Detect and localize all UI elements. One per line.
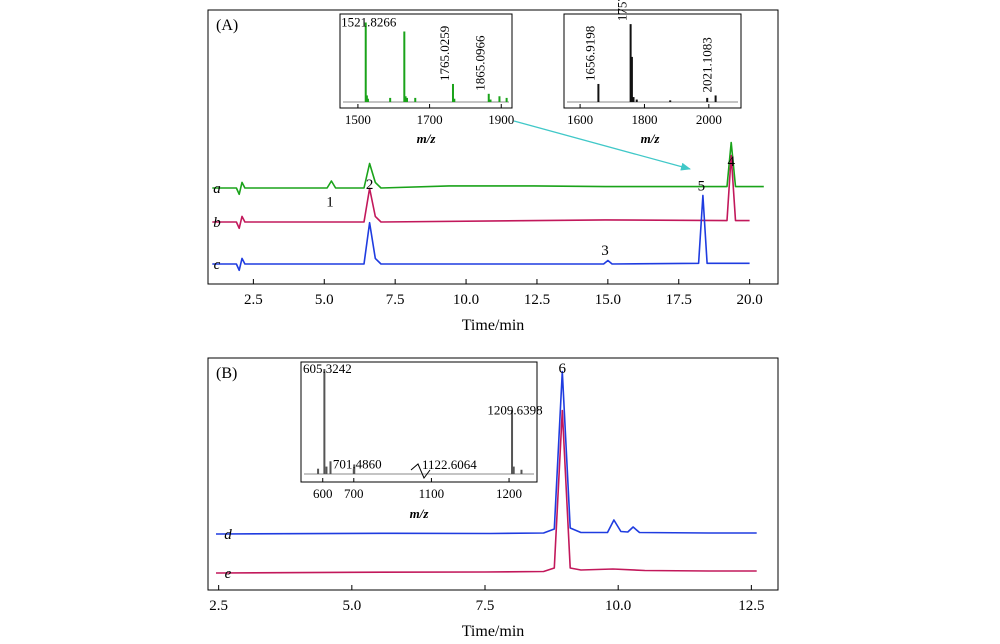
inset-2-x-tick-label: 2000 xyxy=(696,112,722,127)
inset-3-x-tick-label: 600 xyxy=(313,486,333,501)
panel-a-peak-label-4: 4 xyxy=(727,154,735,170)
inset-3-x-axis-title: m/z xyxy=(410,506,430,521)
panel-b-frame xyxy=(207,357,779,591)
inset-3-peak-labels: 605.3242 701.4860 1122.6064 1209.6398 xyxy=(303,361,543,472)
inset-1-peak-labels: 1521.8266 1765.0259 1865.0966 xyxy=(341,14,488,90)
panel-a-peak-label-5: 5 xyxy=(698,179,706,195)
panel-b-x-tick-label: 10.0 xyxy=(605,598,631,614)
inset-1-x-tick-label: 1900 xyxy=(488,112,514,127)
inset-1-peak-label: 1865.0966 xyxy=(473,35,488,91)
inset-3-x-tick-label: 1200 xyxy=(496,486,522,501)
inset-spectrum-2: 1656.9198 1757.0054 2021.1083 1600 1800 2000… xyxy=(563,0,742,146)
panel-a-x-tick-label: 2.5 xyxy=(244,292,263,308)
panel-a-x-tick-label: 7.5 xyxy=(386,292,405,308)
inset-2-peak-label: 2021.1083 xyxy=(700,37,715,92)
inset-1-bars xyxy=(343,22,509,103)
inset-1-x-tick-label: 1700 xyxy=(417,112,443,127)
inset-1-frame xyxy=(339,13,513,109)
inset-2-frame xyxy=(563,13,742,109)
panel-a-x-tick-label: 15.0 xyxy=(595,292,621,308)
panel-a-peak-label-3: 3 xyxy=(601,243,609,259)
panel-a-x-tick-label: 12.5 xyxy=(524,292,550,308)
panel-b-trace-e xyxy=(216,409,757,574)
panel-a-x-axis-title: Time/min xyxy=(462,317,525,334)
panel-a-x-tick-label: 20.0 xyxy=(737,292,763,308)
panel-a-trace-a xyxy=(212,141,764,196)
panel-b-trace-label-e: e xyxy=(225,566,232,582)
panel-b-x-tick-label: 5.0 xyxy=(342,598,361,614)
inset-3-x-ticks: 600 700 1100 1200 xyxy=(313,478,522,501)
panel-a-x-tick-label: 5.0 xyxy=(315,292,334,308)
inset-3-peak-label: 1122.6064 xyxy=(422,457,477,472)
inset-2-bars xyxy=(567,24,738,103)
panel-a-trace-b xyxy=(212,154,750,230)
panel-a-x-ticks: 2.5 5.0 7.5 10.0 12.5 15.0 17.5 20.0 xyxy=(244,279,763,308)
panel-a-label: (A) xyxy=(216,17,238,34)
inset-1-peak-label: 1521.8266 xyxy=(341,14,397,29)
inset-2-x-tick-label: 1600 xyxy=(567,112,593,127)
inset-3-peak-label: 1209.6398 xyxy=(487,402,542,417)
inset-2-x-tick-label: 1800 xyxy=(631,112,657,127)
inset-spectrum-1: 1521.8266 1765.0259 1865.0966 1500 1700 1900… xyxy=(339,13,514,146)
inset-2-peak-label: 1757.0054 xyxy=(615,0,630,21)
panel-a-peak-label-1: 1 xyxy=(326,195,334,211)
panel-a-series: a b c xyxy=(212,141,764,273)
panel-a-trace-c xyxy=(212,194,750,272)
inset-1-peak-label: 1765.0259 xyxy=(437,26,452,81)
inset-spectrum-3: 605.3242 701.4860 1122.6064 1209.6398 600 70… xyxy=(300,361,543,521)
inset-3-bars xyxy=(304,369,534,475)
inset-2-x-axis-title: m/z xyxy=(641,131,661,146)
panel-a-frame xyxy=(207,9,779,285)
inset-3-axis-break xyxy=(410,463,431,479)
panel-a-trace-label-c: c xyxy=(214,257,221,273)
inset-2-x-ticks: 1600 1800 2000 xyxy=(567,104,722,127)
panel-a-peak-labels: 1 2 3 4 5 xyxy=(326,154,735,259)
panel-b-x-tick-label: 7.5 xyxy=(476,598,495,614)
inset-3-peak-label: 605.3242 xyxy=(303,361,352,376)
panel-a-x-tick-label: 10.0 xyxy=(453,292,479,308)
panel-b-peak-labels: 6 xyxy=(559,361,567,377)
panel-a-peak-label-2: 2 xyxy=(366,177,374,193)
panel-a-trace-label-b: b xyxy=(213,215,221,231)
inset-3-frame xyxy=(300,361,538,483)
inset-1-x-ticks: 1500 1700 1900 xyxy=(345,104,514,127)
panel-b-series: de xyxy=(216,370,757,582)
inset-3-x-tick-label: 700 xyxy=(344,486,364,501)
panel-b-x-ticks: 2.5 5.0 7.5 10.0 12.5 xyxy=(209,585,764,614)
panel-b-trace-label-d: d xyxy=(224,527,232,543)
panel-b-x-axis-title: Time/min xyxy=(462,623,525,640)
panel-b-peak-label-6: 6 xyxy=(559,361,567,377)
inset-1-x-axis-title: m/z xyxy=(417,131,437,146)
panel-b-label: (B) xyxy=(216,365,237,382)
inset-1-x-tick-label: 1500 xyxy=(345,112,371,127)
inset-3-x-tick-label: 1100 xyxy=(419,486,445,501)
panel-b-x-tick-label: 2.5 xyxy=(209,598,228,614)
inset-2-peak-labels: 1656.9198 1757.0054 2021.1083 xyxy=(582,0,714,92)
inset-2-peak-label: 1656.9198 xyxy=(582,26,597,81)
inset-3-peak-label: 701.4860 xyxy=(333,456,382,471)
panel-b-trace-d xyxy=(216,370,757,535)
inset-pointer-arrow xyxy=(513,120,691,171)
panel-b-x-tick-label: 12.5 xyxy=(738,598,764,614)
panel-a-trace-label-a: a xyxy=(213,181,221,197)
panel-a-x-tick-label: 17.5 xyxy=(666,292,692,308)
panel-b: (B) de 6 2.5 5.0 7.5 10.0 12.5 Time/min 605.… xyxy=(207,357,779,640)
